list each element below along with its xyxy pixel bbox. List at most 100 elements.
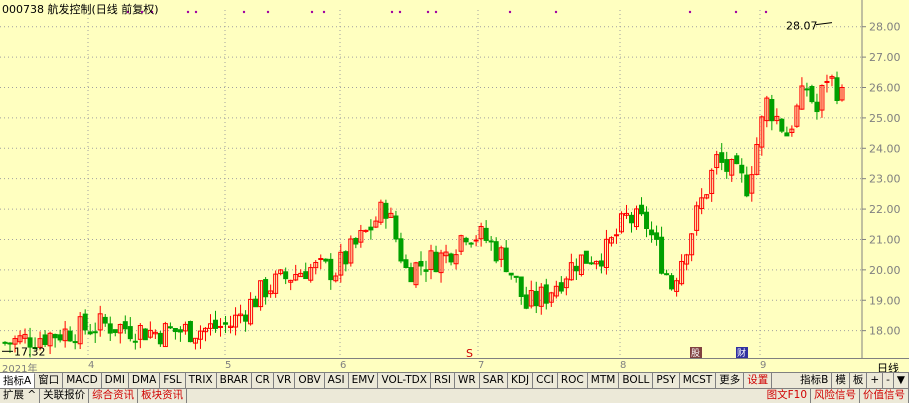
candle-body[interactable]: [273, 273, 279, 294]
candle-body[interactable]: [774, 115, 780, 122]
candle-body[interactable]: [473, 239, 479, 242]
candle-body[interactable]: [338, 251, 344, 276]
kline-chart[interactable]: 28.00 27.00 26.00 25.00 24.00 23.00 22.00 21.00…: [0, 0, 909, 358]
candle-body[interactable]: [288, 279, 294, 283]
candle-body[interactable]: [202, 327, 208, 333]
candle-body[interactable]: [147, 329, 153, 338]
candle-body[interactable]: [328, 258, 334, 281]
candle-body[interactable]: [403, 259, 409, 268]
candle-body[interactable]: [122, 321, 128, 330]
candle-body[interactable]: [729, 158, 735, 176]
candle-body[interactable]: [303, 271, 309, 280]
candle-body[interactable]: [213, 319, 219, 329]
event-dot[interactable]: [266, 10, 270, 14]
candle-body[interactable]: [819, 84, 825, 111]
candle-body[interactable]: [488, 240, 494, 243]
tab-related-quotes[interactable]: 关联报价: [40, 389, 90, 403]
candle-body[interactable]: [413, 262, 419, 286]
tab-more[interactable]: 更多: [716, 373, 745, 388]
candle-body[interactable]: [62, 328, 68, 342]
candle-body[interactable]: [623, 212, 629, 216]
tab-cci[interactable]: CCI: [533, 373, 558, 388]
candle-body[interactable]: [498, 247, 504, 260]
candle-body[interactable]: [398, 238, 404, 262]
candle-body[interactable]: [804, 88, 810, 91]
dropdown-arrow-icon[interactable]: ▼: [894, 373, 909, 388]
candle-body[interactable]: [518, 276, 524, 297]
candle-body[interactable]: [764, 97, 770, 122]
candle-body[interactable]: [608, 237, 614, 244]
tab-psy[interactable]: PSY: [653, 373, 680, 388]
candle-body[interactable]: [809, 86, 815, 103]
candle-body[interactable]: [478, 226, 484, 240]
candle-body[interactable]: [107, 323, 113, 334]
candle-body[interactable]: [137, 325, 143, 340]
candle-body[interactable]: [463, 237, 469, 243]
candle-body[interactable]: [583, 250, 589, 264]
candle-body[interactable]: [543, 284, 549, 304]
candle-body[interactable]: [634, 208, 640, 228]
event-dot[interactable]: [126, 10, 130, 14]
candle-body[interactable]: [343, 251, 349, 265]
tab-risk-signal[interactable]: 风险信号: [811, 389, 860, 403]
candle-body[interactable]: [769, 99, 775, 122]
candle-body[interactable]: [493, 241, 499, 262]
candle-body[interactable]: [353, 237, 359, 245]
candle-body[interactable]: [152, 331, 158, 335]
tab-emv[interactable]: EMV: [349, 373, 379, 388]
candle-body[interactable]: [694, 205, 700, 231]
candle-body[interactable]: [709, 169, 715, 195]
candle-body[interactable]: [433, 251, 439, 273]
candle-body[interactable]: [548, 292, 554, 303]
candle-body[interactable]: [72, 341, 78, 344]
event-dot[interactable]: [150, 10, 154, 14]
event-dot[interactable]: [426, 10, 430, 14]
tab-mcst[interactable]: MCST: [680, 373, 717, 388]
candle-body[interactable]: [448, 253, 454, 263]
candle-body[interactable]: [724, 159, 730, 172]
candle-body[interactable]: [789, 128, 795, 134]
candle-body[interactable]: [603, 238, 609, 269]
candle-body[interactable]: [714, 154, 720, 169]
candle-body[interactable]: [117, 324, 123, 334]
tab-indicator-a[interactable]: 指标A: [0, 373, 36, 388]
candle-body[interactable]: [383, 202, 389, 219]
candle-body[interactable]: [172, 328, 178, 333]
candle-body[interactable]: [679, 260, 685, 285]
candle-body[interactable]: [739, 164, 745, 174]
candle-body[interactable]: [182, 323, 188, 332]
candle-body[interactable]: [644, 211, 650, 230]
kline-chart-area[interactable]: 28.00 27.00 26.00 25.00 24.00 23.00 22.00 21.00…: [0, 0, 909, 358]
candle-body[interactable]: [92, 331, 98, 334]
candle-body[interactable]: [423, 269, 429, 272]
tab-asi[interactable]: ASI: [325, 373, 349, 388]
candle-body[interactable]: [563, 278, 569, 289]
tab-cr[interactable]: CR: [252, 373, 274, 388]
candle-body[interactable]: [373, 220, 379, 228]
tab-trix[interactable]: TRIX: [186, 373, 217, 388]
candle-body[interactable]: [22, 333, 28, 339]
event-dot[interactable]: [186, 10, 190, 14]
candle-body[interactable]: [102, 316, 108, 324]
tab-boll[interactable]: BOLL: [619, 373, 654, 388]
candle-body[interactable]: [553, 285, 559, 297]
candle-body[interactable]: [573, 265, 579, 272]
candle-body[interactable]: [253, 298, 259, 308]
candle-body[interactable]: [313, 261, 319, 269]
candle-body[interactable]: [799, 85, 805, 110]
tab-obv[interactable]: OBV: [295, 373, 325, 388]
tab-template-ban[interactable]: 板: [850, 373, 868, 388]
candle-body[interactable]: [438, 252, 444, 274]
candle-body[interactable]: [293, 273, 299, 281]
tab-template-mo[interactable]: 模: [832, 373, 850, 388]
tab-dma[interactable]: DMA: [129, 373, 161, 388]
candle-body[interactable]: [7, 342, 13, 345]
event-dot[interactable]: [194, 10, 198, 14]
tab-macd[interactable]: MACD: [63, 373, 102, 388]
event-dot[interactable]: [242, 10, 246, 14]
candle-body[interactable]: [639, 204, 645, 215]
event-dot[interactable]: [310, 10, 314, 14]
candle-body[interactable]: [142, 328, 148, 341]
candle-body[interactable]: [358, 230, 364, 243]
candle-body[interactable]: [453, 254, 459, 265]
